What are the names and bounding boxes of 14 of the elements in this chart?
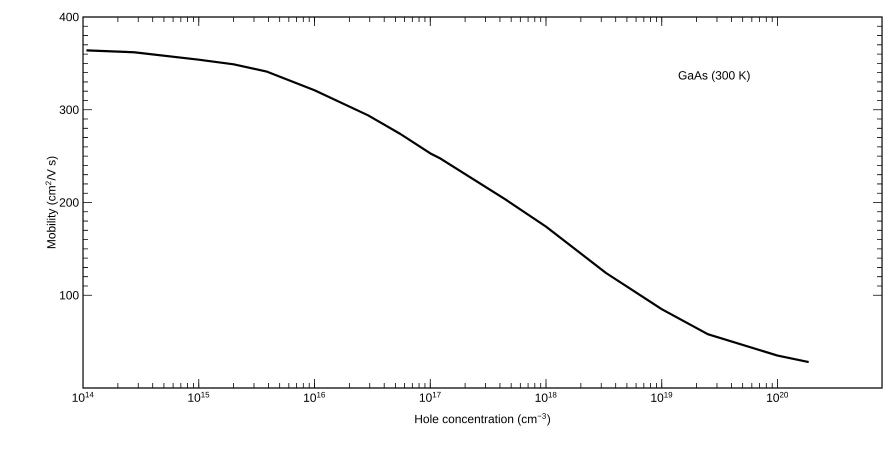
annotation: GaAs (300 K) [678,70,750,82]
x-tick-label: 10$^{14}$ [72,392,94,402]
y-tick-label: 400 [59,12,79,22]
y-tick-label: 100 [60,291,79,300]
x-tick-label: 10$^{16}$ [304,392,325,402]
y-tick-label: 300 [60,106,79,114]
x-axis-title: Hole concentration (cm$^{−3}$) [415,413,550,426]
x-tick-label: 10$^{15}$ [188,392,210,402]
x-tick-label: 10$^{17}$ [420,392,441,402]
y-axis-title: Mobility (cm$^{2}$/V s) [46,156,58,248]
y-tick-label: 200 [60,198,79,207]
x-tick-label: 10$^{19}$ [651,392,672,402]
x-tick-label: 10$^{18}$ [536,392,556,402]
x-tick-label: 10$^{20}$ [767,392,788,402]
